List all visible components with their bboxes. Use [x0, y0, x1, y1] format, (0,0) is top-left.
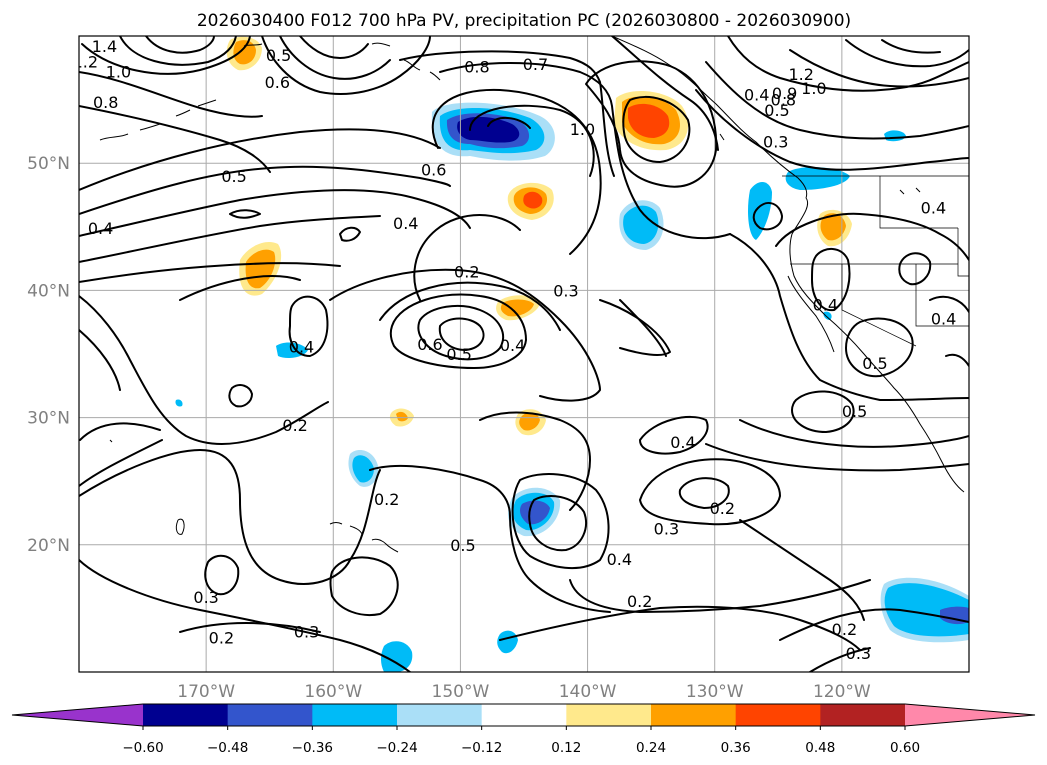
contour-label: 0.5 [842, 402, 867, 421]
shade-bc-core [628, 103, 670, 138]
contour-label: 0.4 [921, 199, 946, 218]
colorbar-segment [566, 704, 652, 726]
contour-label: 1.0 [570, 120, 595, 139]
contour-label: 1.0 [106, 63, 131, 82]
map-frame [78, 35, 970, 673]
colorbar-tick-label: −0.24 [376, 740, 417, 756]
contour-label: 0.3 [846, 644, 871, 663]
contour-label: 0.4 [500, 336, 525, 355]
political-borders [782, 175, 969, 347]
contour-label: 1.0 [801, 79, 826, 98]
colorbar-tick-label: −0.36 [292, 740, 333, 756]
contour-label: 0.4 [813, 295, 838, 314]
contour-label: 0.4 [393, 214, 418, 233]
x-tick-label: 120°W [813, 682, 871, 702]
contour-label: 0.8 [464, 58, 489, 77]
contour-label: 0.3 [553, 281, 578, 300]
contour-label: 1.2 [788, 65, 813, 84]
contour-label: 0.5 [764, 101, 789, 120]
contour-label: 0.2 [454, 262, 479, 281]
contour-label: 0.7 [523, 55, 548, 74]
contour-label: 0.4 [670, 433, 695, 452]
contour-label: 0.5 [450, 536, 475, 555]
coastlines [99, 36, 965, 553]
colorbar-tick-label: 0.24 [636, 740, 666, 756]
contour-label: 0.2 [209, 629, 234, 648]
pv-contours [79, 36, 969, 672]
colorbar-extend-low [12, 704, 143, 726]
contour-label: 0.6 [421, 161, 446, 180]
colorbar-tick-label: −0.48 [207, 740, 248, 756]
colorbar-segment [481, 704, 567, 726]
colorbar-tick-label: 0.12 [551, 740, 581, 756]
y-tick-label: 30°N [27, 409, 70, 429]
contour-labels: 1.41.21.00.80.50.40.50.60.8 0.70.61.00.40… [73, 37, 956, 663]
y-tick-label: 20°N [27, 536, 70, 556]
contour-label: 0.2 [627, 592, 652, 611]
x-tick-label: 130°W [686, 682, 744, 702]
colorbar-segment [312, 704, 398, 726]
colorbar-tick-label: −0.12 [461, 740, 502, 756]
colorbar-tick-label: 0.36 [721, 740, 751, 756]
colorbar-tick-label: −0.60 [122, 740, 163, 756]
contour-label: 0.2 [374, 490, 399, 509]
contour-label: 0.5 [266, 46, 291, 65]
colorbar-segment [735, 704, 821, 726]
contour-label: 0.4 [607, 550, 632, 569]
contour-label: 0.2 [282, 416, 307, 435]
colorbar-segment [651, 704, 737, 726]
chart-title: 2026030400 F012 700 hPa PV, precipitatio… [197, 11, 851, 31]
contour-label: 0.4 [289, 337, 314, 356]
colorbar: −0.60 −0.48 −0.36 −0.24 −0.12 0.12 0.24 0.36 0.4… [11, 703, 1036, 756]
contour-label: 0.2 [832, 620, 857, 639]
precip-shading [175, 36, 969, 672]
contour-label: 0.4 [931, 309, 956, 328]
map-area: 1.41.21.00.80.50.40.50.60.8 0.70.61.00.40… [73, 36, 969, 672]
contour-label: 0.3 [654, 519, 679, 538]
contour-label: 0.4 [744, 86, 769, 105]
contour-label: 1.4 [92, 37, 117, 56]
contour-label: 0.3 [763, 133, 788, 152]
contour-label: 0.3 [193, 588, 218, 607]
colorbar-segment [820, 704, 906, 726]
y-tick-label: 50°N [27, 154, 70, 174]
x-tick-label: 140°W [559, 682, 617, 702]
contour-label: 0.4 [88, 219, 113, 238]
colorbar-tick-label: 0.48 [805, 740, 835, 756]
contour-label: 0.2 [710, 499, 735, 518]
contour-label: 0.6 [417, 335, 442, 354]
contour-label: 0.5 [221, 167, 246, 186]
colorbar-tick-label: 0.60 [890, 740, 920, 756]
colorbar-segment [143, 704, 229, 726]
x-tick-label: 160°W [304, 682, 362, 702]
contour-label: 0.9 [772, 84, 797, 103]
contour-label: 0.5 [862, 354, 887, 373]
contour-label: 1.2 [73, 52, 98, 71]
contour-label: 0.8 [771, 91, 796, 110]
x-tick-labels: 170°W 160°W 150°W 140°W 130°W 120°W [177, 682, 871, 702]
contour-label: 0.6 [265, 73, 290, 92]
contour-label: 0.3 [294, 622, 319, 641]
contour-label: 0.8 [93, 93, 118, 112]
colorbar-segment [397, 704, 483, 726]
x-tick-label: 150°W [432, 682, 490, 702]
contour-label: 0.5 [446, 345, 471, 364]
colorbar-segment [227, 704, 313, 726]
x-tick-label: 170°W [177, 682, 235, 702]
colorbar-extend-high [905, 704, 1035, 726]
y-tick-label: 40°N [27, 281, 70, 301]
y-tick-labels: 20°N 30°N 40°N 50°N [27, 154, 70, 556]
